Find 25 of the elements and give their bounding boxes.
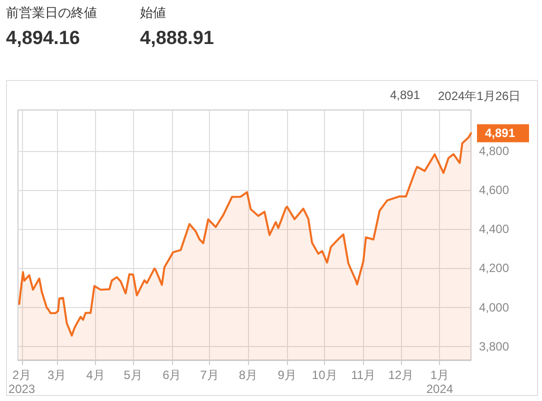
y-tick-label: 4,600 — [479, 183, 510, 198]
x-tick-label: 1月 2024 — [426, 368, 454, 396]
y-tick-label: 4,400 — [479, 222, 510, 236]
x-tick-label: 2月 2023 — [8, 368, 36, 396]
text: 4,888.91 — [140, 28, 214, 50]
y-tick-label: 4,800 — [479, 144, 510, 158]
x-tick-label: 4月 — [86, 368, 105, 382]
x-tick-label: 7月 — [200, 368, 219, 382]
y-tick-label: 3,800 — [479, 339, 510, 354]
x-tick-label: 9月 — [278, 368, 296, 382]
y-tick-label: 4,200 — [479, 261, 510, 276]
x-tick-label: 5月 — [124, 368, 142, 382]
text: 前営業日の終値 — [6, 4, 97, 22]
x-tick-label: 12月 — [388, 368, 414, 382]
text: 4,891 — [390, 88, 420, 102]
text: 2024年1月26日 — [438, 88, 521, 105]
x-tick-label: 8月 — [238, 368, 258, 382]
data-label: 4,891 — [485, 126, 516, 140]
x-tick-label: 11月 — [351, 368, 376, 382]
x-tick-label: 6月 — [162, 368, 182, 382]
x-tick-label: 10月 — [312, 368, 338, 382]
y-tick-label: 4,000 — [479, 300, 510, 314]
text: 4,894.16 — [6, 28, 80, 50]
x-tick-label: 3月 — [47, 368, 66, 382]
text: 始値 — [140, 4, 166, 22]
